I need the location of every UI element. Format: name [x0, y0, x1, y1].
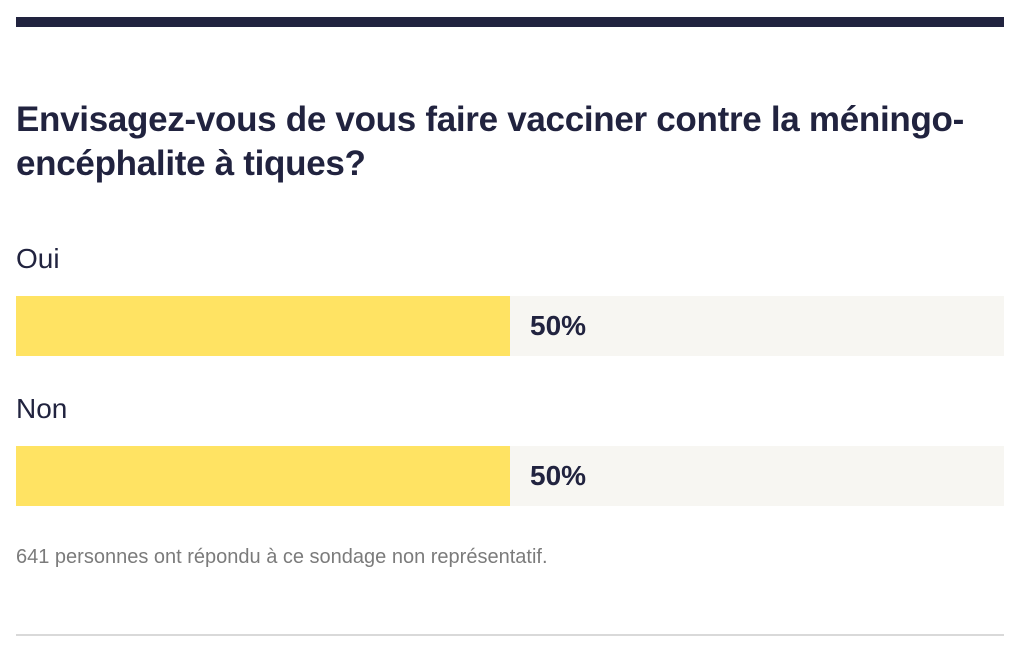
bar-value-label: 50%	[530, 460, 587, 491]
bar-value-label: 50%	[530, 310, 587, 341]
bottom-rule	[16, 634, 1004, 636]
option-label: Oui	[16, 243, 60, 274]
poll-footnote: 641 personnes ont répondu à ce sondage n…	[16, 546, 548, 568]
bar-track: 50%	[16, 446, 1004, 506]
poll-question: Envisagez-vous de vous faire vacciner co…	[16, 100, 964, 183]
bar-track: 50%	[16, 296, 1004, 356]
poll-widget: Envisagez-vous de vous faire vacciner co…	[16, 0, 1004, 658]
bar-fill	[16, 296, 510, 356]
top-rule	[16, 17, 1004, 27]
option-label: Non	[16, 393, 68, 424]
bar-fill	[16, 446, 510, 506]
